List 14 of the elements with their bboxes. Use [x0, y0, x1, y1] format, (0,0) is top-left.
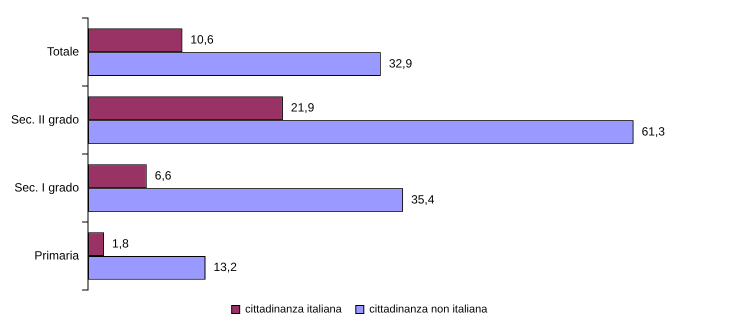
y-tick-label: Totale	[47, 44, 80, 58]
y-tick-label: Primaria	[34, 248, 80, 262]
data-label: 10,6	[190, 32, 214, 47]
data-label: 35,4	[411, 192, 435, 206]
legend-label: cittadinanza italiana	[245, 304, 343, 316]
y-tick-label: Sec. II grado	[10, 112, 80, 126]
y-tick-label: Sec. I grado	[14, 180, 80, 194]
data-label: 61,3	[642, 124, 666, 138]
data-label: 6,6	[154, 168, 172, 182]
data-label: 1,8	[112, 236, 130, 250]
data-label: 13,2	[214, 260, 238, 274]
legend-label: cittadinanza non italiana	[369, 304, 488, 316]
data-label: 21,9	[290, 100, 315, 115]
data-label: 32,9	[388, 56, 413, 70]
